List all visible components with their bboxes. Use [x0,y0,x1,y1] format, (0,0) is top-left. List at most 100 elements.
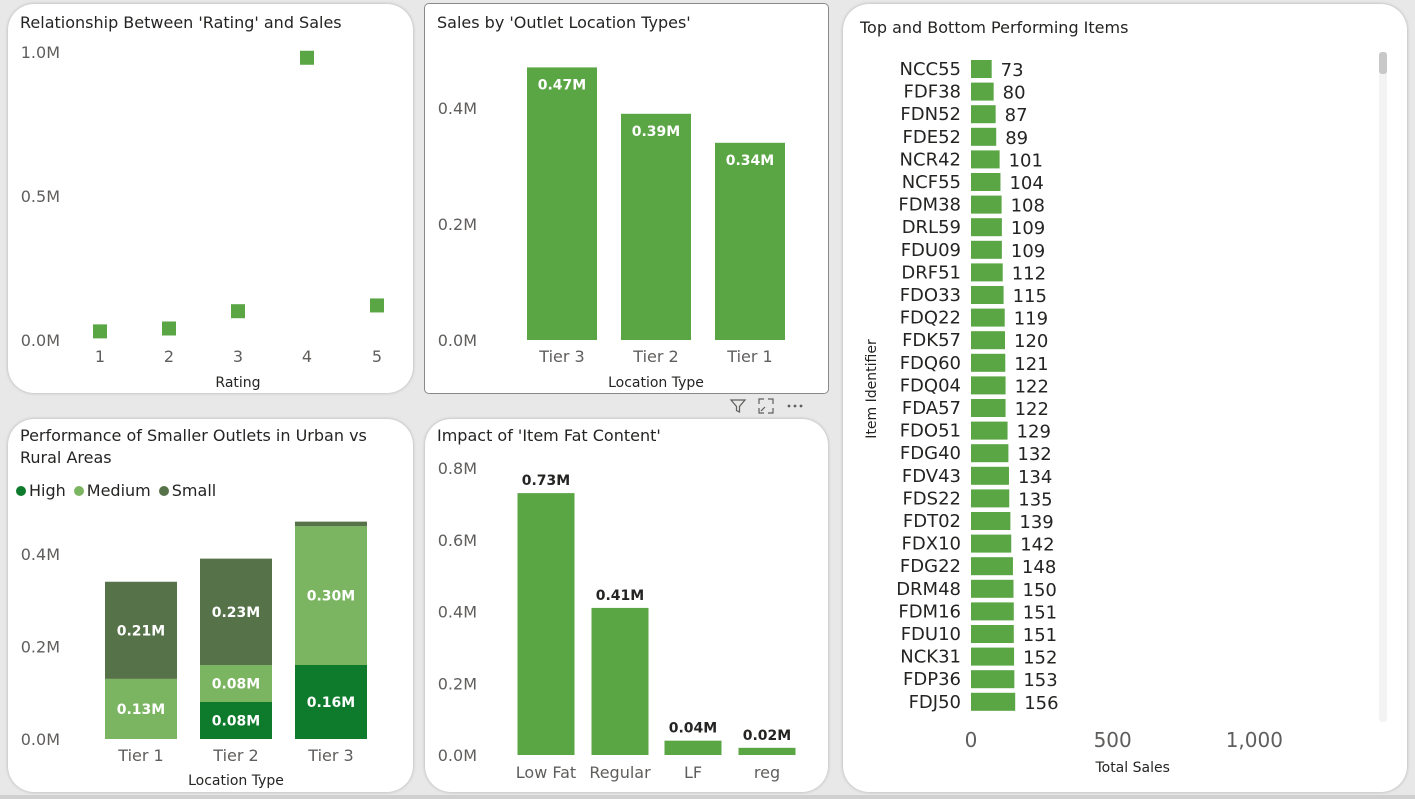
items-scrollbar[interactable] [1379,52,1387,722]
data-label: 120 [1014,331,1048,352]
bar[interactable] [971,670,1015,689]
bar[interactable] [971,218,1002,237]
x-tick-label: 1 [95,347,105,366]
data-label: 139 [1019,512,1053,533]
focus-mode-icon[interactable] [758,398,774,418]
data-label: 115 [1013,286,1047,307]
y-tick-label: 0.4M [438,99,477,118]
fat-chart-title: Impact of 'Item Fat Content' [437,426,661,445]
bar[interactable] [664,740,722,755]
bar[interactable] [971,647,1015,666]
bar[interactable] [971,512,1011,530]
y-tick-label: NCK31 [900,647,961,668]
bar[interactable] [971,534,1012,553]
legend-dot-medium [73,485,84,496]
bar[interactable] [591,607,649,755]
bar[interactable] [971,195,1002,214]
rating-sales-card[interactable]: Relationship Between 'Rating' and Sales … [8,4,413,393]
scatter-point[interactable] [93,324,107,339]
bar[interactable] [971,489,1010,508]
fat-content-card[interactable]: Impact of 'Item Fat Content' 0.0M 0.2M 0.4… [425,419,828,792]
data-label: 0.47M [538,77,586,93]
bar[interactable] [971,692,1016,711]
rating-scatter-chart[interactable]: 0.0M 0.5M 1.0M 1 2 3 4 5 Rating [8,4,413,393]
outlet-chart-title: Sales by 'Outlet Location Types' [437,13,691,32]
scatter-point[interactable] [370,298,384,313]
scatter-point[interactable] [231,304,245,319]
data-label: 121 [1014,354,1048,375]
bar[interactable] [621,113,691,340]
items-bar-chart[interactable]: NCC55 73 FDF38 80 FDN52 87 FDE52 89 NCR42 101 NCF5… [843,4,1407,792]
outlet-location-card[interactable]: Sales by 'Outlet Location Types' 0.0M 0.2… [425,4,828,393]
scroll-thumb[interactable] [1379,52,1387,74]
data-label: 135 [1018,489,1052,510]
bar-segment[interactable] [200,665,272,702]
y-axis-title: Item Identifier [864,339,880,439]
bar-segment[interactable] [295,665,367,739]
bar[interactable] [971,286,1004,304]
filter-icon[interactable] [729,398,747,418]
bar[interactable] [971,466,1009,485]
data-label: 0.21M [117,623,165,639]
data-label: 0.16M [307,695,355,711]
bar[interactable] [971,376,1006,395]
x-tick-label: 3 [233,347,243,366]
bar-segment[interactable] [105,678,177,739]
bar[interactable] [971,240,1002,259]
y-tick-label: NCC55 [899,59,961,80]
x-tick-label: 4 [302,347,312,366]
bar-segment[interactable] [295,521,367,527]
bar-segment[interactable] [295,526,367,665]
data-label: 101 [1009,150,1043,171]
bar[interactable] [715,142,785,340]
x-tick-label: Tier 2 [632,347,678,366]
bar[interactable] [971,105,996,124]
bar[interactable] [971,444,1009,463]
bar[interactable] [971,579,1014,598]
legend-item-small[interactable]: Small [158,481,217,500]
bar[interactable] [527,67,597,341]
y-tick-label: FDP36 [903,669,961,690]
bar[interactable] [971,308,1005,327]
y-tick-label: 0.5M [21,187,60,206]
legend-item-medium[interactable]: Medium [73,481,151,500]
fat-content-bar-chart[interactable]: 0.0M 0.2M 0.4M 0.6M 0.8M 0.73M Low Fat 0.41M Reg… [425,419,828,792]
legend-label-small: Small [171,481,217,500]
data-label: 109 [1011,218,1045,239]
y-tick-label: FDM38 [898,195,961,216]
bar[interactable] [971,625,1014,643]
bar[interactable] [971,353,1006,372]
bar[interactable] [738,747,796,755]
items-card[interactable]: Top and Bottom Performing Items NCC55 73 F… [843,4,1407,792]
bar[interactable] [971,421,1008,440]
bar[interactable] [971,263,1003,282]
outlet-size-stacked-chart[interactable]: 0.0M 0.2M 0.4M 0.13M 0.21M Tier 1 0.08M 0.08M 0.… [8,419,413,792]
x-axis-title: Location Type [188,773,284,789]
bar[interactable] [971,557,1013,576]
y-tick-label: DRF51 [901,262,961,283]
legend-item-high[interactable]: High [16,481,66,500]
bar-segment[interactable] [200,702,272,739]
bar[interactable] [971,173,1001,191]
bar[interactable] [971,602,1014,621]
bar[interactable] [971,331,1005,350]
bar[interactable] [517,493,575,755]
outlet-size-card[interactable]: Performance of Smaller Outlets in Urban … [8,419,413,792]
y-tick-label: 0.0M [21,730,60,749]
bar-segment[interactable] [105,581,177,679]
more-options-icon[interactable] [786,398,804,418]
bar-segment[interactable] [200,558,272,665]
outlet-bar-chart[interactable]: 0.0M 0.2M 0.4M 0.47M Tier 3 0.39M Tier 2 0.34M T… [425,4,828,393]
scatter-point[interactable] [162,321,176,336]
y-tick-label: FDK57 [902,330,961,351]
y-tick-label: FDS22 [902,488,961,509]
scatter-point[interactable] [300,50,314,65]
legend-dot-small [158,485,169,496]
x-tick-label: Low Fat [516,763,576,782]
bar[interactable] [971,150,1000,169]
bar[interactable] [971,399,1006,417]
bar[interactable] [971,82,994,101]
data-label: 0.39M [632,124,680,140]
bar[interactable] [971,60,992,78]
bar[interactable] [971,127,997,146]
